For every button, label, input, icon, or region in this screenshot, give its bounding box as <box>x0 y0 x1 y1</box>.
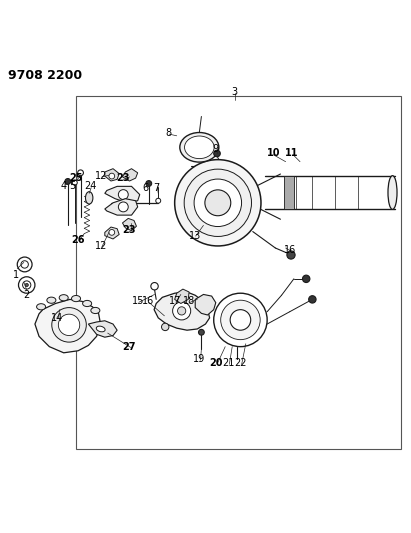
Circle shape <box>65 179 71 184</box>
Ellipse shape <box>72 295 81 302</box>
Text: 23: 23 <box>123 224 136 235</box>
Circle shape <box>199 329 204 335</box>
Text: 20: 20 <box>209 358 222 368</box>
Circle shape <box>214 293 267 346</box>
Ellipse shape <box>37 304 46 310</box>
Text: 6: 6 <box>143 183 149 193</box>
Polygon shape <box>122 168 138 181</box>
Ellipse shape <box>47 297 56 303</box>
Circle shape <box>156 198 161 203</box>
Text: 12: 12 <box>95 171 107 181</box>
Circle shape <box>23 281 31 289</box>
Circle shape <box>287 251 295 259</box>
Text: 5: 5 <box>69 181 75 191</box>
Text: 10: 10 <box>267 149 280 158</box>
Text: 3: 3 <box>231 87 237 97</box>
Text: 23: 23 <box>117 173 130 183</box>
Ellipse shape <box>59 295 68 301</box>
Text: 25: 25 <box>69 173 83 183</box>
Text: 2: 2 <box>23 290 30 300</box>
Circle shape <box>178 307 186 315</box>
Circle shape <box>184 169 252 237</box>
Circle shape <box>118 190 128 199</box>
Text: 26: 26 <box>72 235 85 245</box>
Polygon shape <box>105 187 140 203</box>
Text: 4: 4 <box>61 181 67 191</box>
Polygon shape <box>175 289 189 303</box>
Polygon shape <box>105 227 119 239</box>
Ellipse shape <box>91 308 100 313</box>
Polygon shape <box>122 219 136 231</box>
Circle shape <box>21 261 28 268</box>
Text: 22: 22 <box>234 358 247 368</box>
Text: 1: 1 <box>14 270 19 280</box>
Circle shape <box>58 314 80 336</box>
Text: 11: 11 <box>285 149 298 158</box>
Polygon shape <box>105 168 119 181</box>
Ellipse shape <box>85 192 93 204</box>
Polygon shape <box>284 176 294 209</box>
Circle shape <box>173 302 191 320</box>
Text: 24: 24 <box>84 181 97 191</box>
Text: 8: 8 <box>166 128 171 138</box>
Circle shape <box>17 257 32 272</box>
Circle shape <box>309 296 316 303</box>
Text: 13: 13 <box>189 231 201 241</box>
Ellipse shape <box>96 326 105 332</box>
Text: 9708 2200: 9708 2200 <box>8 69 82 83</box>
Ellipse shape <box>180 133 219 162</box>
Ellipse shape <box>185 136 214 159</box>
Text: 7: 7 <box>153 183 159 193</box>
Circle shape <box>175 160 261 246</box>
Polygon shape <box>195 294 216 315</box>
Text: 19: 19 <box>193 354 206 364</box>
Circle shape <box>162 323 169 330</box>
Circle shape <box>230 310 251 330</box>
Polygon shape <box>35 300 101 353</box>
Polygon shape <box>154 292 210 330</box>
Circle shape <box>214 150 220 157</box>
Circle shape <box>78 170 83 176</box>
Circle shape <box>151 282 158 290</box>
Circle shape <box>18 277 35 293</box>
Text: 16: 16 <box>142 296 154 306</box>
Circle shape <box>109 173 115 179</box>
Text: 14: 14 <box>51 313 64 323</box>
Text: 16: 16 <box>284 245 296 255</box>
Text: 18: 18 <box>183 296 195 306</box>
Text: 9: 9 <box>213 144 219 155</box>
Circle shape <box>194 179 242 227</box>
Circle shape <box>72 180 77 185</box>
Circle shape <box>205 190 231 216</box>
Polygon shape <box>88 321 117 337</box>
Text: 21: 21 <box>222 358 234 368</box>
Circle shape <box>118 202 128 212</box>
Text: 12: 12 <box>95 241 107 251</box>
Ellipse shape <box>83 301 92 306</box>
Text: 17: 17 <box>169 296 181 306</box>
Circle shape <box>221 300 260 340</box>
Circle shape <box>146 181 152 187</box>
Ellipse shape <box>120 197 131 208</box>
Text: 27: 27 <box>123 342 136 352</box>
Ellipse shape <box>388 176 397 209</box>
Bar <box>76 96 401 449</box>
Text: 15: 15 <box>132 296 144 306</box>
Polygon shape <box>105 199 138 215</box>
Circle shape <box>52 308 86 342</box>
Circle shape <box>302 275 310 282</box>
Ellipse shape <box>122 199 129 206</box>
Circle shape <box>25 284 28 287</box>
Circle shape <box>109 230 115 235</box>
